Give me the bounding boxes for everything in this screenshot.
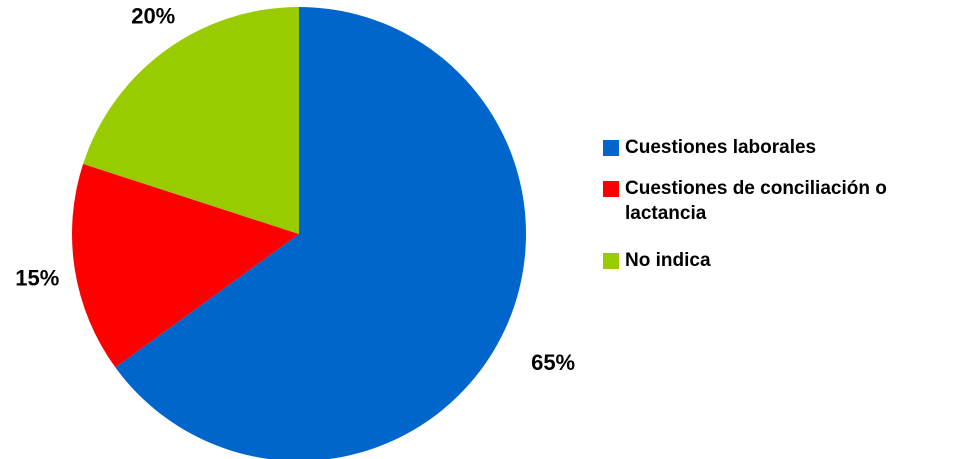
legend-swatch-1 (603, 140, 619, 156)
pie-value-label-3: 20% (131, 3, 175, 28)
legend: Cuestiones laborales Cuestiones de concil… (603, 137, 887, 271)
legend-label-2-line-1: Cuestiones de conciliación o (625, 178, 887, 199)
legend-label-1: Cuestiones laborales (625, 137, 816, 158)
pie-slice-1 (115, 7, 526, 459)
legend-swatch-3 (603, 253, 619, 269)
legend-label-2-line-2: lactancia (625, 203, 707, 224)
pie-slice-3 (83, 7, 299, 234)
pie-slices (72, 7, 526, 459)
legend-swatch-2 (603, 181, 619, 197)
pie-value-label-1: 65% (531, 350, 575, 375)
legend-label-3: No indica (625, 250, 711, 271)
pie-slice-2 (72, 163, 299, 368)
pie-value-label-2: 15% (15, 265, 59, 290)
pie-value-labels: 65% 15% 20% (15, 3, 575, 375)
